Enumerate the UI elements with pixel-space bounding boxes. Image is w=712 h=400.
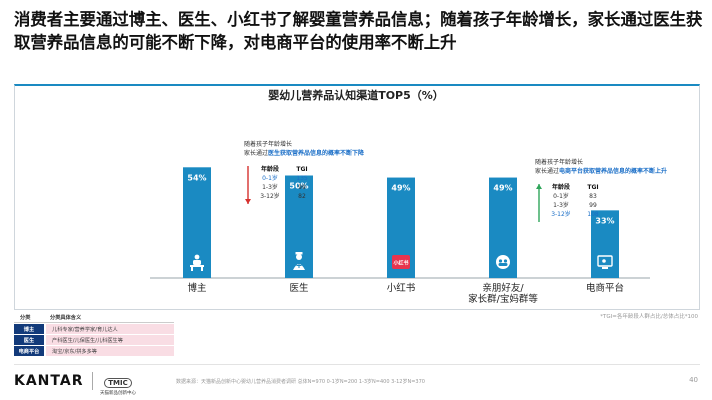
- tgi-table-header: 年龄段: [552, 183, 570, 191]
- annotation-lead: 随着孩子年龄增长: [244, 140, 292, 148]
- presenter-desk: [190, 265, 204, 267]
- tgi-value-cell: 135: [296, 175, 308, 182]
- tgi-table-header: TGI: [296, 166, 307, 173]
- screen-frame: [597, 255, 613, 267]
- category-definition-table: 分类 分类具体含义 博主 儿科专家/营养学家/育儿达人 医生 产科医生/儿保医生…: [14, 312, 174, 356]
- definition-value: 儿科专家/营养学家/育儿达人: [46, 324, 174, 334]
- group-chat-person: [503, 259, 508, 263]
- presenter-head: [194, 254, 200, 260]
- annotation-statement: 家长通过电商平台获取营养品信息的概率不断上升: [535, 167, 667, 175]
- group-chat-bodies: [498, 263, 508, 266]
- chart-panel: [14, 84, 700, 310]
- tgi-age-cell: 1-3岁: [553, 201, 569, 209]
- category-label: 亲朋好友/: [482, 282, 524, 294]
- page-headline: 消费者主要通过博主、医生、小红书了解婴童营养品信息；随着孩子年龄增长，家长通过医…: [14, 10, 703, 52]
- tgi-value-cell: 99: [298, 184, 306, 191]
- tgi-value-cell: 83: [589, 193, 597, 200]
- category-label: 电商平台: [586, 282, 624, 294]
- data-label: 33%: [595, 216, 614, 225]
- data-label: 50%: [289, 182, 308, 191]
- screen-stand: [602, 267, 608, 269]
- tgi-table-header: TGI: [587, 184, 598, 191]
- category-label: 小红书: [387, 282, 416, 294]
- logo-separator: [92, 372, 93, 390]
- tgi-age-cell: 0-1岁: [553, 192, 569, 200]
- footer-divider: [14, 364, 700, 365]
- tmic-badge: TMIC: [104, 378, 132, 388]
- page-number: 40: [689, 376, 698, 384]
- tgi-value-cell: 99: [589, 202, 597, 209]
- definition-header-meaning: 分类具体含义: [50, 314, 82, 321]
- tgi-age-cell: 1-3岁: [262, 183, 278, 191]
- doctor-cap: [295, 252, 303, 255]
- doctor-icon: [293, 252, 305, 270]
- annotation-highlight: 医生获取营养品信息的概率不断下降: [268, 149, 365, 157]
- definition-value: 淘宝/京东/拼多多等: [46, 346, 174, 356]
- definition-header: 分类 分类具体含义: [14, 312, 174, 323]
- definition-key: 电商平台: [14, 346, 44, 356]
- category-label: 家长群/宝妈群等: [468, 293, 538, 305]
- tgi-age-cell: 3-12岁: [551, 210, 571, 218]
- xiaohongshu-logo-icon: 小红书: [392, 255, 410, 269]
- tgi-table-header: 年龄段: [261, 165, 279, 173]
- annotation-lead: 随着孩子年龄增长: [535, 158, 583, 166]
- presenter-icon: [190, 254, 204, 271]
- bar: [183, 167, 211, 278]
- presenter-body: [193, 260, 201, 265]
- ecommerce-screen-icon: [597, 255, 613, 269]
- category-label: 医生: [289, 282, 309, 294]
- bar: [285, 175, 313, 278]
- definition-key: 医生: [14, 335, 44, 345]
- definition-header-category: 分类: [20, 314, 31, 321]
- annotation-statement: 家长通过医生获取营养品信息的概率不断下降: [244, 149, 365, 157]
- tgi-value-cell: 108: [587, 211, 599, 218]
- definition-key: 博主: [14, 324, 44, 334]
- data-source-note: 数据来源：天猫新品创新中心婴幼儿营养品消费者调研 总体N=970 0-1岁N=2…: [176, 379, 425, 385]
- definition-row: 博主 儿科专家/营养学家/育儿达人: [14, 324, 174, 334]
- tgi-age-cell: 0-1岁: [262, 174, 278, 182]
- kantar-logo: KANTAR: [14, 373, 84, 389]
- data-label: 49%: [493, 184, 512, 193]
- trend-arrow-head: [245, 199, 251, 204]
- group-chat-person: [498, 259, 503, 263]
- tgi-footnote: *TGI=各年龄段人群占比/总体占比*100: [600, 314, 698, 320]
- definition-row: 电商平台 淘宝/京东/拼多多等: [14, 346, 174, 356]
- data-label: 49%: [391, 184, 410, 193]
- category-label: 博主: [187, 282, 206, 294]
- group-chat-icon: [496, 255, 510, 269]
- doctor-head: [296, 254, 302, 260]
- tmic-logo: TMIC 天猫新品创新中心: [100, 370, 136, 396]
- xiaohongshu-logo-bg: [392, 255, 410, 269]
- tmic-name: 天猫新品创新中心: [100, 391, 136, 396]
- annotation-highlight: 电商平台获取营养品信息的概率不断上升: [559, 167, 667, 175]
- bar: [591, 210, 619, 278]
- tgi-value-cell: 82: [298, 193, 306, 200]
- group-chat-bubble: [496, 255, 510, 269]
- trend-arrow-head: [536, 184, 542, 189]
- definition-row: 医生 产科医生/儿保医生/儿科医生等: [14, 335, 174, 345]
- cart-dot: [602, 259, 606, 263]
- presenter-desk-leg: [191, 267, 193, 271]
- tgi-age-cell: 3-12岁: [260, 192, 280, 200]
- presenter-desk-leg: [201, 267, 203, 271]
- data-label: 54%: [187, 173, 206, 182]
- definition-value: 产科医生/儿保医生/儿科医生等: [46, 335, 174, 345]
- xiaohongshu-logo-text: 小红书: [393, 260, 408, 267]
